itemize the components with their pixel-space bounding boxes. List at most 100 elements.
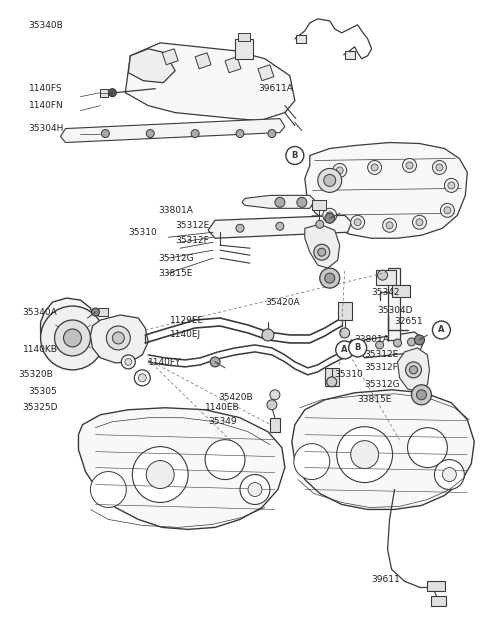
Polygon shape bbox=[208, 215, 352, 238]
Text: 1129EE: 1129EE bbox=[170, 316, 204, 325]
Text: 1140FS: 1140FS bbox=[29, 84, 62, 93]
Circle shape bbox=[443, 468, 456, 482]
Circle shape bbox=[378, 270, 387, 280]
Text: 35312E: 35312E bbox=[365, 350, 399, 359]
Text: 1140KB: 1140KB bbox=[23, 345, 58, 354]
Circle shape bbox=[125, 359, 132, 365]
Circle shape bbox=[368, 160, 382, 175]
Text: 1140EJ: 1140EJ bbox=[170, 330, 201, 339]
Circle shape bbox=[91, 308, 99, 316]
Text: 35349: 35349 bbox=[208, 417, 237, 426]
Text: 35304D: 35304D bbox=[378, 305, 413, 314]
Circle shape bbox=[101, 129, 109, 138]
Circle shape bbox=[297, 197, 307, 207]
Circle shape bbox=[41, 306, 104, 370]
Bar bbox=[98, 308, 108, 316]
Text: 33815E: 33815E bbox=[158, 269, 192, 278]
Polygon shape bbox=[305, 142, 468, 238]
Polygon shape bbox=[225, 57, 241, 73]
Circle shape bbox=[294, 444, 330, 480]
Polygon shape bbox=[128, 49, 175, 82]
Polygon shape bbox=[195, 53, 211, 69]
Circle shape bbox=[415, 335, 424, 345]
Circle shape bbox=[276, 222, 284, 231]
Polygon shape bbox=[242, 195, 315, 208]
Circle shape bbox=[267, 400, 277, 410]
Circle shape bbox=[336, 167, 343, 174]
Circle shape bbox=[324, 175, 336, 186]
Text: B: B bbox=[354, 343, 361, 352]
Circle shape bbox=[191, 129, 199, 138]
Bar bbox=[270, 418, 280, 431]
Bar bbox=[345, 51, 355, 59]
Bar bbox=[432, 596, 446, 606]
Bar bbox=[100, 89, 108, 97]
Circle shape bbox=[371, 164, 378, 171]
Circle shape bbox=[444, 207, 451, 214]
Circle shape bbox=[248, 482, 262, 497]
Circle shape bbox=[323, 208, 336, 222]
Circle shape bbox=[394, 339, 402, 347]
Text: 35312G: 35312G bbox=[158, 254, 194, 263]
Polygon shape bbox=[397, 348, 430, 392]
Circle shape bbox=[416, 219, 423, 226]
Circle shape bbox=[286, 146, 304, 164]
Circle shape bbox=[240, 475, 270, 504]
Bar bbox=[376, 270, 396, 285]
Circle shape bbox=[108, 89, 116, 97]
Bar bbox=[325, 368, 339, 386]
Bar bbox=[392, 285, 409, 297]
Circle shape bbox=[55, 320, 90, 356]
Circle shape bbox=[354, 219, 361, 226]
Circle shape bbox=[351, 215, 365, 229]
Circle shape bbox=[236, 224, 244, 232]
Circle shape bbox=[326, 212, 333, 219]
Circle shape bbox=[432, 321, 450, 339]
Text: B: B bbox=[292, 151, 298, 160]
Circle shape bbox=[408, 428, 447, 468]
Circle shape bbox=[138, 374, 146, 382]
Text: 35312E: 35312E bbox=[175, 221, 209, 230]
Text: 35342: 35342 bbox=[372, 288, 400, 297]
Circle shape bbox=[336, 427, 393, 482]
Polygon shape bbox=[292, 390, 474, 509]
Circle shape bbox=[318, 169, 342, 193]
Circle shape bbox=[63, 329, 82, 347]
Circle shape bbox=[444, 178, 458, 193]
Text: 33801A: 33801A bbox=[158, 206, 193, 215]
Circle shape bbox=[316, 220, 324, 228]
Bar bbox=[238, 33, 250, 41]
Circle shape bbox=[386, 222, 393, 229]
Text: 35305: 35305 bbox=[29, 387, 58, 396]
Text: 35420A: 35420A bbox=[265, 298, 300, 307]
Polygon shape bbox=[78, 408, 285, 529]
Circle shape bbox=[340, 328, 350, 338]
Text: 35340B: 35340B bbox=[29, 21, 63, 30]
Circle shape bbox=[412, 215, 426, 229]
Polygon shape bbox=[125, 43, 295, 120]
Text: 35310: 35310 bbox=[128, 228, 157, 237]
Text: 32651: 32651 bbox=[395, 317, 423, 327]
Circle shape bbox=[434, 460, 464, 489]
Text: 35304H: 35304H bbox=[29, 124, 64, 133]
Text: 1140FY: 1140FY bbox=[148, 358, 181, 367]
Circle shape bbox=[406, 362, 421, 378]
Polygon shape bbox=[41, 298, 96, 360]
Circle shape bbox=[132, 447, 188, 502]
Circle shape bbox=[376, 341, 384, 349]
Text: 35340A: 35340A bbox=[23, 308, 58, 317]
Text: 1140EB: 1140EB bbox=[205, 403, 240, 412]
Text: 35310: 35310 bbox=[335, 370, 363, 379]
Text: 39611A: 39611A bbox=[258, 84, 293, 93]
Circle shape bbox=[406, 162, 413, 169]
Bar bbox=[296, 35, 306, 43]
Circle shape bbox=[318, 248, 326, 256]
Circle shape bbox=[333, 164, 347, 177]
Text: 39611: 39611 bbox=[372, 574, 400, 583]
Text: A: A bbox=[438, 325, 444, 334]
Text: 35312F: 35312F bbox=[175, 236, 209, 245]
Polygon shape bbox=[305, 224, 340, 268]
Circle shape bbox=[403, 158, 417, 173]
Circle shape bbox=[146, 460, 174, 489]
Circle shape bbox=[268, 129, 276, 138]
